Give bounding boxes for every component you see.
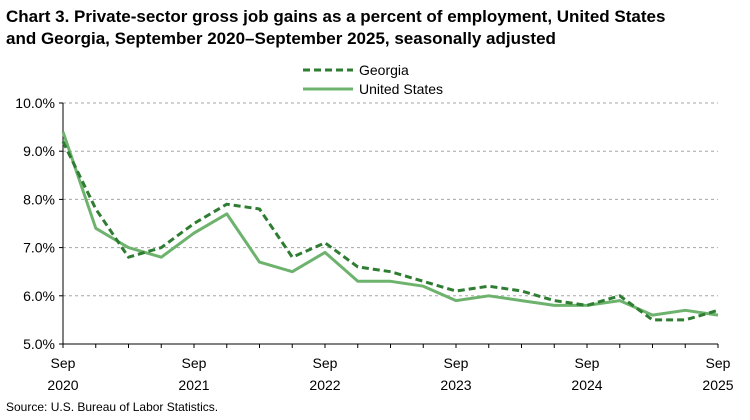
x-tick-label-month: Sep (444, 355, 469, 371)
x-tick-label-year: 2022 (309, 377, 340, 393)
x-tick-label-year: 2024 (571, 377, 602, 393)
x-tick-label-year: 2025 (702, 377, 733, 393)
chart-title: Chart 3. Private-sector gross job gains … (6, 6, 741, 50)
x-tick-label-year: 2023 (440, 377, 471, 393)
legend-label-georgia: Georgia (359, 62, 409, 78)
x-tick-label-month: Sep (313, 355, 338, 371)
chart-title-line2: and Georgia, September 2020–September 20… (6, 29, 556, 48)
y-tick-label: 10.0% (15, 95, 55, 111)
x-tick-label-month: Sep (182, 355, 207, 371)
y-tick-label: 6.0% (23, 288, 55, 304)
source-note: Source: U.S. Bureau of Labor Statistics. (6, 400, 219, 414)
x-tick-label-month: Sep (706, 355, 731, 371)
y-tick-label: 7.0% (23, 240, 55, 256)
y-tick-label: 8.0% (23, 191, 55, 207)
y-tick-label: 5.0% (23, 336, 55, 352)
x-tick-label-year: 2021 (178, 377, 209, 393)
x-tick-label-month: Sep (51, 355, 76, 371)
series-line-georgia (61, 140, 719, 322)
x-tick-label-month: Sep (575, 355, 600, 371)
chart-title-line1: Chart 3. Private-sector gross job gains … (6, 7, 666, 26)
legend-label-united-states: United States (359, 81, 443, 97)
x-tick-label-year: 2020 (47, 377, 78, 393)
series-line-united-states (61, 131, 719, 317)
y-tick-label: 9.0% (23, 143, 55, 159)
